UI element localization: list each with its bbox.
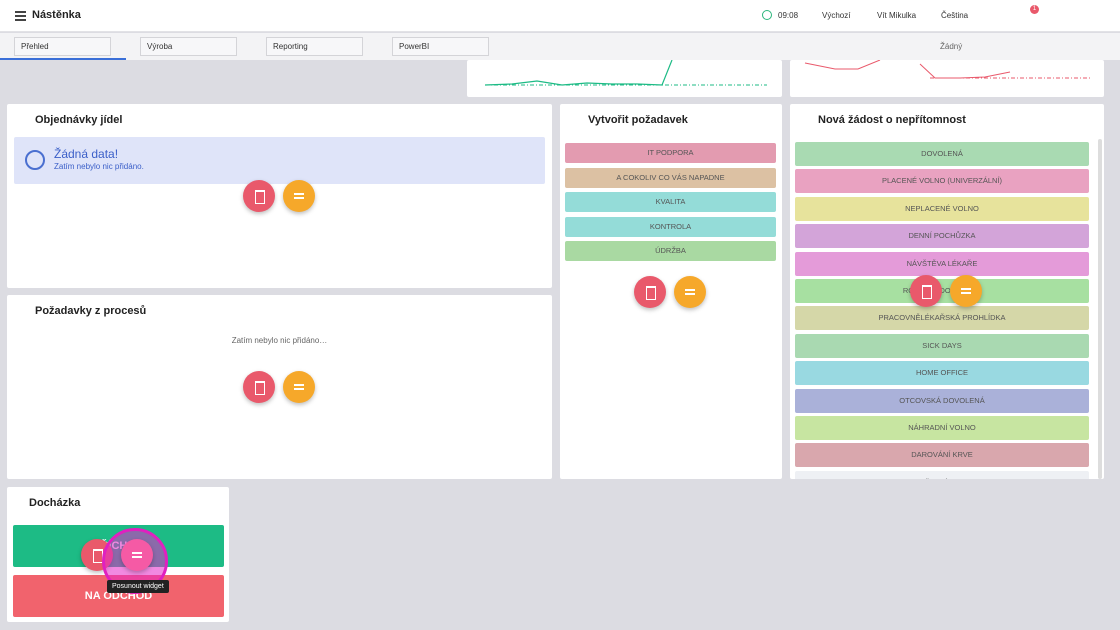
move-button[interactable]: [950, 275, 982, 307]
widget-title: Nová žádost o nepřítomnost: [818, 114, 966, 126]
scrollbar[interactable]: [1098, 139, 1102, 479]
chart-fragment: [484, 59, 767, 86]
status-icon: [762, 10, 772, 20]
list-button[interactable]: NÁHRADNÍ VOLNO: [795, 416, 1089, 440]
tab[interactable]: Reporting: [266, 37, 363, 56]
clock: 09:08: [778, 11, 799, 20]
list-button[interactable]: NEPLACENÉ VOLNO: [795, 196, 1089, 221]
list-button[interactable]: SLUŽEBNÍ CESTA: [795, 470, 1089, 479]
widget-absence: Nová žádost o nepřítomnost DOVOLENÁ PLACE…: [790, 104, 1104, 479]
widget-title: Požadavky z procesů: [35, 305, 147, 317]
info-icon: [25, 150, 45, 170]
list-button[interactable]: KONTROLA: [565, 216, 776, 237]
empty-text: Zatím nebylo nic přidáno…: [231, 336, 328, 345]
active-tab-underline: [0, 58, 126, 60]
chart-fragment: [804, 59, 1090, 79]
list-button[interactable]: A COKOLIV CO VÁS NAPADNE: [565, 167, 776, 188]
list-button[interactable]: PLACENÉ VOLNO (UNIVERZÁLNÍ): [795, 169, 1089, 194]
tooltip: Posunout widget: [107, 580, 169, 593]
widget-attendance: Docházka PŘÍCHOD NA ODCHOD Posunout widg…: [7, 487, 229, 622]
chart-card: [467, 59, 782, 97]
move-button[interactable]: [674, 276, 706, 308]
info-box: Žádná data! Zatím nebylo nic přidáno.: [14, 137, 545, 184]
delete-button[interactable]: [243, 371, 275, 403]
list-button[interactable]: DOVOLENÁ: [795, 142, 1089, 166]
widget-meals: Objednávky jídel Žádná data! Zatím nebyl…: [7, 104, 552, 288]
list-button[interactable]: KVALITA: [565, 192, 776, 213]
user[interactable]: Vít Mikulka: [877, 11, 917, 20]
tab[interactable]: Výroba: [140, 37, 237, 56]
chart-card: [790, 59, 1104, 97]
info-text: Zatím nebylo nic přidáno.: [54, 162, 144, 171]
move-button[interactable]: [283, 371, 315, 403]
list-button[interactable]: HOME OFFICE: [795, 361, 1089, 386]
menu-icon[interactable]: [15, 11, 26, 13]
widget-create-request: Vytvořit požadavek IT PODPORA A COKOLIV C…: [560, 104, 782, 479]
widget-title: Docházka: [29, 497, 81, 509]
widget-title: Objednávky jídel: [35, 114, 123, 126]
language[interactable]: Čeština: [941, 11, 969, 20]
info-title: Žádná data!: [54, 147, 119, 161]
list-button[interactable]: DENNÍ POCHŮZKA: [795, 224, 1089, 249]
list-button[interactable]: IT PODPORA: [565, 143, 776, 163]
delete-button[interactable]: [243, 180, 275, 212]
list-button[interactable]: OTCOVSKÁ DOVOLENÁ: [795, 388, 1089, 413]
list-button[interactable]: PRACOVNĚLÉKAŘSKÁ PROHLÍDKA: [795, 306, 1089, 331]
tab[interactable]: Přehled: [14, 37, 111, 56]
list-button[interactable]: SICK DAYS: [795, 333, 1089, 358]
delete-button[interactable]: [634, 276, 666, 308]
list-button[interactable]: RODINNÁ DOVOLENÁ: [795, 279, 1089, 303]
page-title: Nástěnka: [32, 9, 81, 21]
notification-badge[interactable]: 1: [1030, 5, 1039, 14]
profile[interactable]: Výchozí: [822, 11, 851, 20]
top-bar: Nástěnka 09:08 Výchozí Vít Mikulka Češti…: [0, 0, 1120, 32]
layout-select[interactable]: Žádný: [940, 42, 963, 51]
tab[interactable]: PowerBI: [392, 37, 489, 56]
list-button[interactable]: NÁVŠTĚVA LÉKAŘE: [795, 251, 1089, 276]
move-button[interactable]: [283, 180, 315, 212]
move-button[interactable]: [121, 539, 153, 571]
list-button[interactable]: ÚDRŽBA: [565, 241, 776, 262]
widget-title: Vytvořit požadavek: [588, 114, 688, 126]
list-button[interactable]: DAROVÁNÍ KRVE: [795, 443, 1089, 468]
widget-process-requests: Požadavky z procesů Zatím nebylo nic při…: [7, 295, 552, 479]
delete-button[interactable]: [910, 275, 942, 307]
